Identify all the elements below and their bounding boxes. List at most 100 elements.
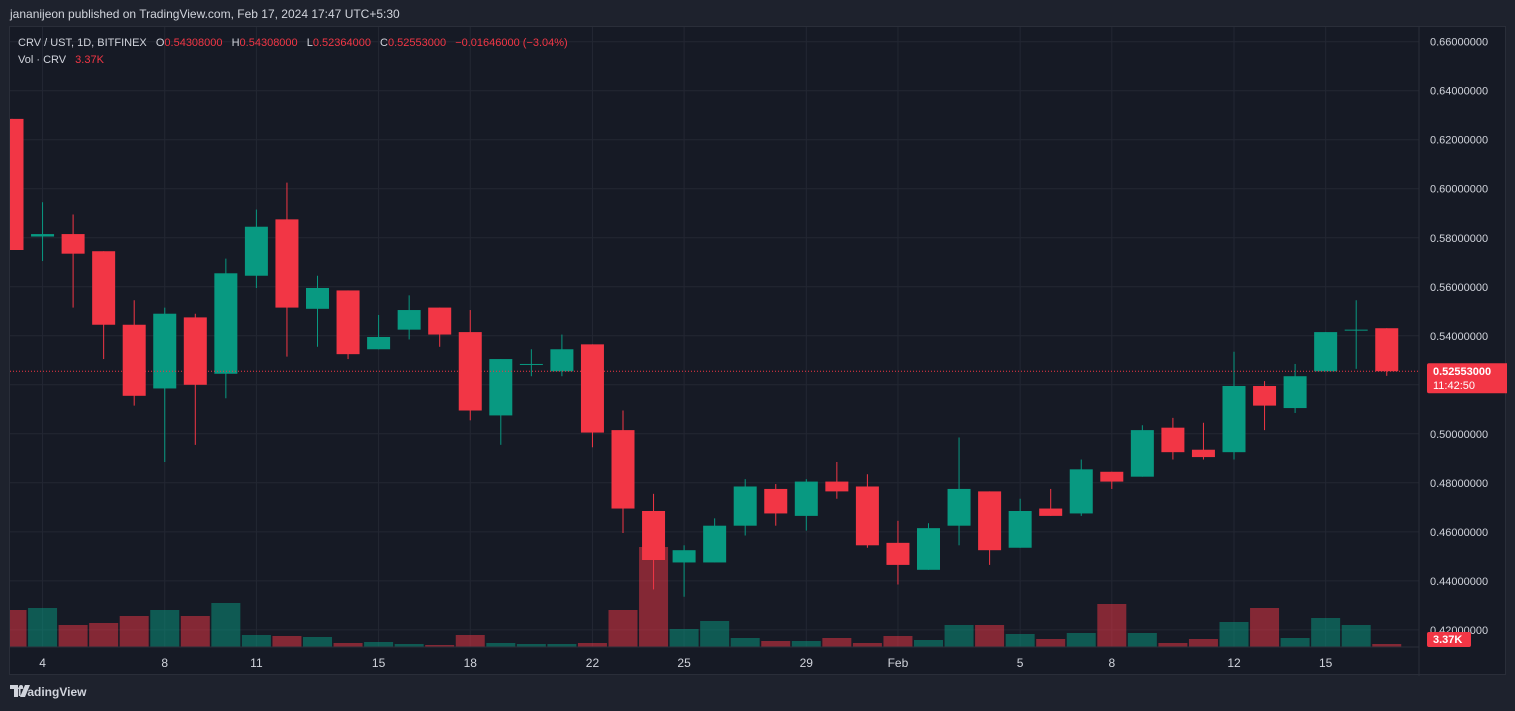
candle-body xyxy=(1130,430,1154,477)
candle-body xyxy=(458,332,482,411)
time-tick-label: 25 xyxy=(677,656,691,670)
volume-bar xyxy=(1219,622,1249,647)
time-tick-label: 5 xyxy=(1017,656,1024,670)
volume-bar xyxy=(1188,639,1218,647)
candle-body xyxy=(306,287,329,309)
candle-body xyxy=(489,359,513,416)
price-tick-label: 0.60000000 xyxy=(1430,184,1488,196)
candle-body xyxy=(397,310,421,330)
volume-bar xyxy=(791,641,821,647)
time-tick-label: 4 xyxy=(39,656,46,670)
volume-bar xyxy=(1097,604,1127,647)
candle-body xyxy=(1253,386,1277,406)
candle-body xyxy=(519,363,543,365)
volume-bar xyxy=(58,625,88,647)
candle-body xyxy=(550,349,574,372)
legend-symbol[interactable]: CRV / UST, 1D, BITFINEX xyxy=(18,37,147,49)
volume-bar xyxy=(883,636,913,647)
volume-bar xyxy=(975,625,1005,647)
price-tick-label: 0.46000000 xyxy=(1430,527,1488,539)
legend-open-label: O xyxy=(155,37,165,49)
legend-change: −0.01646000 (−3.04%) xyxy=(455,37,568,49)
volume-bar xyxy=(364,642,394,647)
volume-bar xyxy=(211,603,241,647)
candle-body xyxy=(794,481,818,516)
time-tick-label: 22 xyxy=(586,656,600,670)
last-price-value: 0.52553000 xyxy=(1433,366,1491,378)
candle-body xyxy=(92,251,116,325)
candle-body xyxy=(183,317,207,385)
legend-low-label: L xyxy=(306,37,313,49)
candle-body xyxy=(10,118,24,251)
candle-body xyxy=(367,337,391,350)
axis-badges: 0.52553000 11:42:50 3.37K xyxy=(1427,363,1507,647)
volume-bar xyxy=(89,623,119,647)
legend-volume-value: 3.37K xyxy=(75,54,104,66)
price-tick-label: 0.58000000 xyxy=(1430,233,1488,245)
volume-bar xyxy=(272,636,302,647)
bar-countdown: 11:42:50 xyxy=(1433,380,1475,392)
volume-series xyxy=(10,547,1402,647)
legend-close-label: C xyxy=(380,37,388,49)
legend-volume-label[interactable]: Vol · CRV xyxy=(18,54,67,66)
candle-body xyxy=(703,525,727,563)
price-tick-label: 0.44000000 xyxy=(1430,576,1488,588)
time-tick-label: 18 xyxy=(464,656,478,670)
volume-bar xyxy=(425,645,455,647)
price-tick-label: 0.54000000 xyxy=(1430,331,1488,343)
volume-bar xyxy=(119,616,149,647)
volume-bar xyxy=(1250,608,1280,647)
candle-body xyxy=(336,290,360,355)
volume-bar xyxy=(852,643,882,647)
volume-bar xyxy=(761,641,791,647)
volume-bar xyxy=(1372,644,1402,647)
footer: TradingView xyxy=(10,685,86,699)
candle-body xyxy=(153,313,177,389)
volume-badge-value: 3.37K xyxy=(1433,634,1462,646)
candle-body xyxy=(1039,508,1063,516)
volume-bar xyxy=(455,635,485,647)
candle-body xyxy=(1283,376,1307,409)
candle-body xyxy=(611,430,635,509)
candle-body xyxy=(672,550,696,563)
volume-bar xyxy=(150,610,180,647)
volume-bar xyxy=(1158,643,1188,647)
volume-bar xyxy=(303,637,332,647)
last-price-badge xyxy=(1427,363,1507,394)
legend: CRV / UST, 1D, BITFINEX O0.54308000 H0.5… xyxy=(18,35,568,69)
legend-close-value: 0.52553000 xyxy=(388,37,447,49)
volume-bar xyxy=(394,644,424,647)
volume-bar xyxy=(180,616,210,647)
footer-brand[interactable]: TradingView xyxy=(16,685,87,699)
volume-bar xyxy=(1036,639,1066,647)
candle-body xyxy=(1375,328,1399,372)
candle-body xyxy=(1161,427,1185,453)
time-tick-label: 12 xyxy=(1227,656,1241,670)
volume-bar xyxy=(28,608,58,647)
legend-ohlc-row: CRV / UST, 1D, BITFINEX O0.54308000 H0.5… xyxy=(18,35,568,52)
candlestick-chart[interactable]: 0.66000000 0.64000000 0.62000000 0.60000000… xyxy=(10,27,1507,676)
price-axis: 0.66000000 0.64000000 0.62000000 0.60000000… xyxy=(1418,27,1488,676)
legend-open-value: 0.54308000 xyxy=(164,37,223,49)
volume-bar xyxy=(516,644,546,647)
candle-body xyxy=(733,486,757,526)
candle-body xyxy=(1008,510,1032,548)
chart-frame[interactable]: 0.66000000 0.64000000 0.62000000 0.60000000… xyxy=(9,26,1507,676)
time-axis: 4 8 11 15 18 22 25 29 Feb 5 8 12 15 xyxy=(10,646,1419,670)
candle-body xyxy=(244,226,268,276)
legend-high-value: 0.54308000 xyxy=(239,37,298,49)
candle-body xyxy=(214,273,238,374)
volume-bar xyxy=(822,638,852,647)
time-tick-label: 15 xyxy=(372,656,386,670)
price-tick-label: 0.64000000 xyxy=(1430,86,1488,98)
candle-body xyxy=(1314,332,1338,372)
time-tick-label: 8 xyxy=(1108,656,1115,670)
time-tick-label: 8 xyxy=(161,656,168,670)
legend-high-label: H xyxy=(231,37,240,49)
candle-body xyxy=(1222,386,1246,453)
volume-badge xyxy=(1427,632,1471,647)
volume-bar xyxy=(1066,633,1096,647)
volume-bar xyxy=(608,610,638,647)
candle-body xyxy=(61,234,85,254)
candle-body xyxy=(886,542,910,565)
